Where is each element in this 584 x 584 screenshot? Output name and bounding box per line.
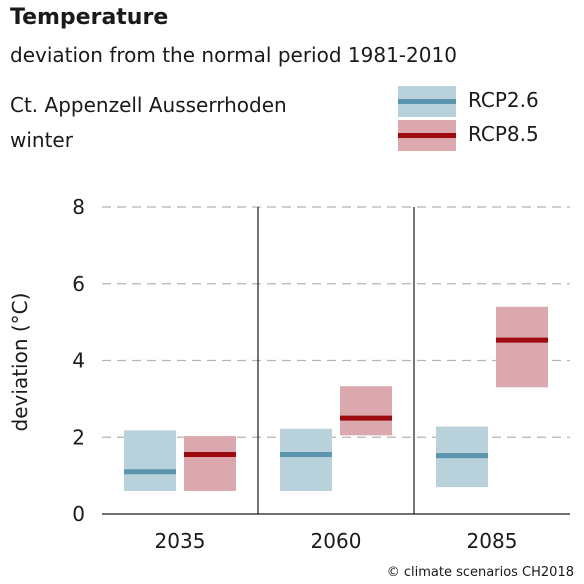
- legend-label-rcp85: RCP8.5: [468, 122, 539, 146]
- x-tick-label: 2060: [311, 529, 362, 553]
- legend-item-rcp85: RCP8.5: [398, 120, 584, 152]
- y-tick-label: 0: [72, 502, 85, 526]
- region-label: Ct. Appenzell Ausserrhoden: [10, 93, 287, 117]
- chart-subtitle: deviation from the normal period 1981-20…: [10, 43, 457, 67]
- range-box-rcp85-2060: [340, 386, 392, 436]
- legend-line-rcp26: [398, 99, 456, 104]
- legend-label-rcp26: RCP2.6: [468, 88, 539, 112]
- legend-item-rcp26: RCP2.6: [398, 86, 584, 118]
- y-tick-label: 4: [72, 349, 85, 373]
- legend-line-rcp85: [398, 133, 456, 138]
- y-tick-label: 8: [72, 195, 85, 219]
- chart-title: Temperature: [10, 5, 169, 30]
- range-box-rcp85-2085: [496, 306, 548, 388]
- credit-text: © climate scenarios CH2018: [386, 565, 574, 580]
- range-box-rcp85-2035: [184, 436, 236, 491]
- range-box-rcp26-2035: [124, 430, 176, 491]
- y-tick-label: 6: [72, 272, 85, 296]
- range-box-rcp26-2060: [280, 428, 332, 491]
- y-tick-label: 2: [72, 425, 85, 449]
- x-tick-label: 2085: [467, 529, 518, 553]
- season-label: winter: [10, 128, 73, 152]
- x-tick-label: 2035: [155, 529, 206, 553]
